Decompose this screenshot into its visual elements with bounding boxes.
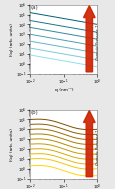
Text: Osmotic Pressure ↑: Osmotic Pressure ↑ xyxy=(95,24,99,60)
Y-axis label: I(q) (arb. units): I(q) (arb. units) xyxy=(10,23,14,56)
Text: Osmotic Pressure ↑: Osmotic Pressure ↑ xyxy=(95,129,99,165)
Text: (a): (a) xyxy=(31,5,38,10)
Y-axis label: I(q) (arb. units): I(q) (arb. units) xyxy=(10,128,14,160)
X-axis label: q (nm⁻¹): q (nm⁻¹) xyxy=(54,88,72,92)
Text: (b): (b) xyxy=(31,110,38,115)
